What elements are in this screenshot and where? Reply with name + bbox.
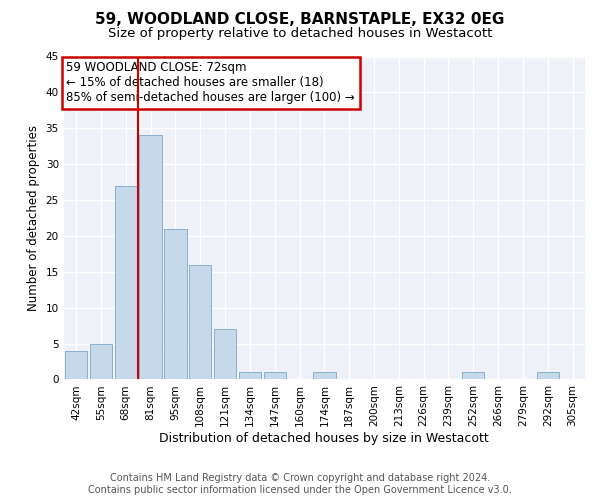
Text: Contains HM Land Registry data © Crown copyright and database right 2024.
Contai: Contains HM Land Registry data © Crown c… — [88, 474, 512, 495]
Text: Size of property relative to detached houses in Westacott: Size of property relative to detached ho… — [108, 28, 492, 40]
Bar — [462, 372, 484, 380]
Bar — [139, 136, 162, 380]
Bar — [313, 372, 335, 380]
Bar — [65, 351, 87, 380]
Bar — [239, 372, 261, 380]
Bar — [214, 329, 236, 380]
Bar — [189, 264, 211, 380]
Bar — [164, 228, 187, 380]
Text: 59 WOODLAND CLOSE: 72sqm
← 15% of detached houses are smaller (18)
85% of semi-d: 59 WOODLAND CLOSE: 72sqm ← 15% of detach… — [66, 62, 355, 104]
Bar — [263, 372, 286, 380]
Bar — [90, 344, 112, 380]
X-axis label: Distribution of detached houses by size in Westacott: Distribution of detached houses by size … — [160, 432, 489, 445]
Bar — [115, 186, 137, 380]
Text: 59, WOODLAND CLOSE, BARNSTAPLE, EX32 0EG: 59, WOODLAND CLOSE, BARNSTAPLE, EX32 0EG — [95, 12, 505, 28]
Bar — [536, 372, 559, 380]
Y-axis label: Number of detached properties: Number of detached properties — [27, 125, 40, 311]
